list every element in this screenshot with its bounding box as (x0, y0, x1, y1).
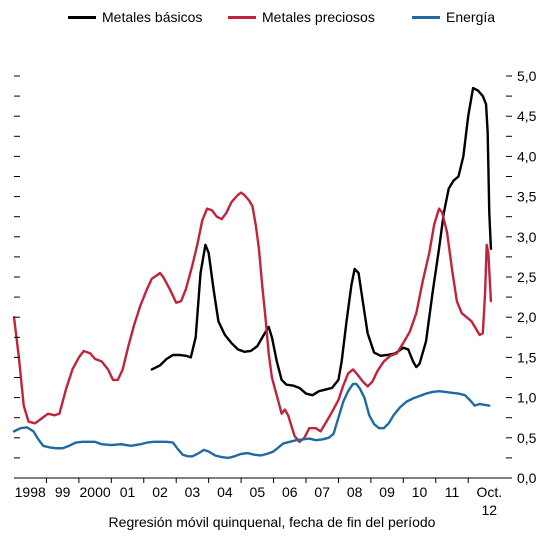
series-line-1 (12, 191, 493, 444)
axes-layer: 0,0 0,5 1,0 1,5 2,0 2,5 3,0 3,5 4,0 4,5 5,0 1998 99 2… (14, 68, 537, 518)
y-tick-label: 5,0 (517, 68, 537, 84)
y-tick-label: 0,5 (517, 430, 537, 446)
legend-swatch-energia (412, 15, 440, 19)
x-tick-label: 09 (379, 484, 395, 500)
legend-swatch-metales-preciosos (228, 15, 256, 19)
y-tick-label: 1,0 (517, 390, 537, 406)
x-tick-label: Oct. (476, 484, 502, 500)
legend-swatch-metales-basicos (68, 15, 96, 19)
x-tick-label: 07 (314, 484, 330, 500)
x-tick-label: 11 (445, 484, 460, 500)
x-tick-label: 06 (282, 484, 298, 500)
legend-item-energia: Energía (412, 9, 495, 25)
x-tick-label: 2000 (80, 484, 111, 500)
legend: Metales básicos Metales preciosos Energí… (0, 9, 544, 31)
legend-item-metales-basicos: Metales básicos (68, 9, 202, 25)
x-tick-label: 02 (152, 484, 168, 500)
x-axis-title: Regresión móvil quinquenal, fecha de fin… (108, 514, 436, 530)
y-tick-label: 4,0 (517, 148, 537, 164)
y-tick-label: 1,5 (517, 349, 537, 365)
y-tick-label: 0,0 (517, 470, 537, 486)
series-layer (12, 86, 493, 460)
y-tick-label: 4,5 (517, 108, 537, 124)
series-line-2 (12, 382, 491, 460)
series-line-0 (150, 86, 493, 397)
x-tick-label: 12 (482, 502, 498, 518)
y-tick-label: 2,0 (517, 309, 537, 325)
legend-item-metales-preciosos: Metales preciosos (228, 9, 375, 25)
legend-label-metales-basicos: Metales básicos (102, 9, 203, 25)
x-tick-label: 04 (217, 484, 233, 500)
x-tick-label: 03 (185, 484, 201, 500)
y-tick-label: 3,0 (517, 229, 537, 245)
x-tick-label: 10 (412, 484, 428, 500)
x-tick-label: 05 (250, 484, 266, 500)
x-tick-label: 99 (55, 484, 71, 500)
x-tick-label: 01 (120, 484, 136, 500)
x-tick-label: 1998 (15, 484, 46, 500)
y-tick-label: 3,5 (517, 189, 537, 205)
y-tick-label: 2,5 (517, 269, 537, 285)
legend-label-energia: Energía (446, 9, 496, 25)
x-tick-label: 08 (347, 484, 363, 500)
legend-label-metales-preciosos: Metales preciosos (262, 9, 375, 25)
